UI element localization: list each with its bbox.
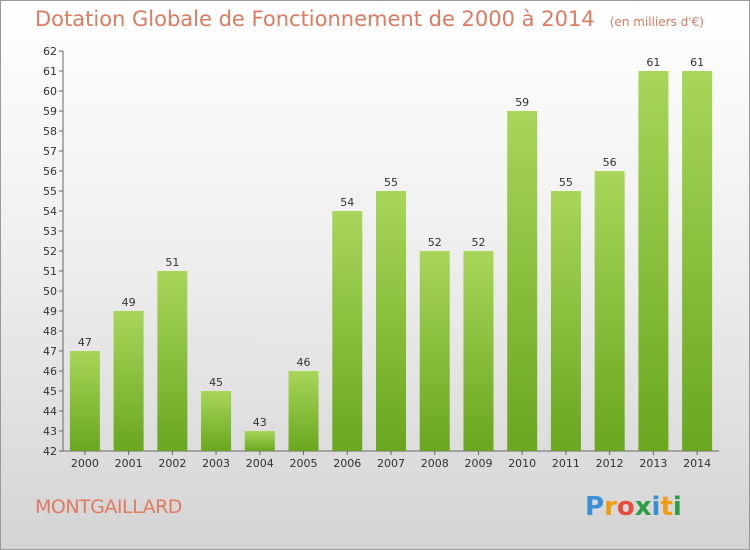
value-label: 46	[297, 356, 311, 369]
y-tick-label: 53	[43, 225, 57, 238]
y-tick-label: 60	[43, 85, 57, 98]
value-label: 51	[165, 256, 179, 269]
bar-2001	[113, 311, 144, 451]
svg-text:Proxiti: Proxiti	[585, 492, 682, 522]
y-tick-label: 47	[43, 345, 57, 358]
value-label: 61	[646, 56, 660, 69]
bar-2004	[244, 431, 275, 451]
bar-2009	[463, 251, 494, 451]
bar-2010	[507, 111, 538, 451]
bar-2011	[550, 191, 581, 451]
y-tick-label: 55	[43, 185, 57, 198]
y-tick-label: 52	[43, 245, 57, 258]
y-tick-label: 48	[43, 325, 57, 338]
chart-title: Dotation Globale de Fonctionnement de 20…	[35, 7, 704, 31]
commune-name: MONTGAILLARD	[35, 496, 182, 518]
x-tick-label: 2002	[158, 457, 186, 470]
x-tick-label: 2013	[639, 457, 667, 470]
value-label: 54	[340, 196, 354, 209]
bar-2006	[332, 211, 363, 451]
x-tick-label: 2010	[508, 457, 536, 470]
value-label: 52	[428, 236, 442, 249]
value-label: 49	[122, 296, 136, 309]
chart-title-text: Dotation Globale de Fonctionnement de 20…	[35, 7, 595, 31]
x-tick-label: 2009	[464, 457, 492, 470]
value-label: 55	[559, 176, 573, 189]
x-tick-label: 2004	[246, 457, 274, 470]
bar-2014	[682, 71, 713, 451]
x-tick-label: 2014	[683, 457, 711, 470]
y-tick-label: 61	[43, 65, 57, 78]
x-tick-label: 2001	[115, 457, 143, 470]
y-tick-label: 58	[43, 125, 57, 138]
bar-2003	[201, 391, 232, 451]
bar-2002	[157, 271, 188, 451]
value-label: 59	[515, 96, 529, 109]
value-label: 55	[384, 176, 398, 189]
y-tick-label: 54	[43, 205, 57, 218]
x-tick-label: 2011	[552, 457, 580, 470]
value-label: 45	[209, 376, 223, 389]
x-tick-label: 2008	[421, 457, 449, 470]
y-tick-label: 59	[43, 105, 57, 118]
y-tick-label: 43	[43, 425, 57, 438]
value-label: 47	[78, 336, 92, 349]
proxiti-logo: Proxiti	[585, 492, 682, 522]
x-tick-label: 2007	[377, 457, 405, 470]
x-tick-label: 2012	[596, 457, 624, 470]
y-tick-label: 45	[43, 385, 57, 398]
y-tick-label: 56	[43, 165, 57, 178]
x-tick-label: 2005	[290, 457, 318, 470]
chart-subtitle: (en milliers d'€)	[609, 15, 704, 29]
y-tick-label: 49	[43, 305, 57, 318]
x-tick-label: 2003	[202, 457, 230, 470]
y-tick-label: 44	[43, 405, 57, 418]
y-tick-label: 51	[43, 265, 57, 278]
x-tick-label: 2000	[71, 457, 99, 470]
bar-2000	[69, 351, 100, 451]
y-tick-label: 42	[43, 445, 57, 458]
y-tick-label: 50	[43, 285, 57, 298]
bar-2007	[376, 191, 406, 451]
value-label: 56	[603, 156, 617, 169]
bar-2012	[594, 171, 625, 451]
axes: 42 43 44 45 46 47 48 49 50 51 52 53 54 55 56 57 58 59 60 61…	[43, 45, 719, 470]
bars: 47 49 51 45 43 46 54 55 52 52 59 55 56 61 61	[69, 56, 713, 451]
value-label: 61	[690, 56, 704, 69]
bar-2008	[419, 251, 450, 451]
y-tick-label: 62	[43, 45, 57, 58]
value-label: 52	[471, 236, 485, 249]
y-tick-label: 57	[43, 145, 57, 158]
y-tick-label: 46	[43, 365, 57, 378]
value-label: 43	[253, 416, 267, 429]
bar-2005	[288, 371, 319, 451]
x-tick-label: 2006	[333, 457, 361, 470]
bar-2013	[638, 71, 669, 451]
